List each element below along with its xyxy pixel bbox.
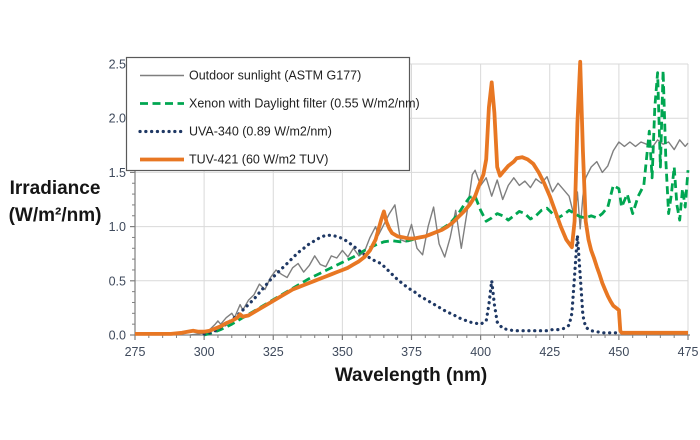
x-tick-label: 450 xyxy=(608,345,629,359)
y-tick-label: 1.0 xyxy=(109,220,126,234)
series-xenon-daylight-filter-line xyxy=(203,69,690,337)
series-tuv-421-line xyxy=(135,59,688,336)
legend-item-xenon-daylight-filter: Xenon with Daylight filter (0.55 W/m2/nm… xyxy=(140,97,420,111)
legend-label-xenon-daylight-filter: Xenon with Daylight filter (0.55 W/m2/nm… xyxy=(189,97,420,111)
y-axis-title-line1: Irradiance xyxy=(10,178,101,199)
x-tick-label: 425 xyxy=(539,345,560,359)
legend-label-uva-340: UVA-340 (0.89 W/m2/nm) xyxy=(189,125,332,139)
legend-label-tuv-421: TUV-421 (60 W/m2 TUV) xyxy=(189,153,328,167)
legend-label-outdoor-sunlight: Outdoor sunlight (ASTM G177) xyxy=(189,69,361,83)
x-tick-label: 400 xyxy=(470,345,491,359)
x-axis-tick-labels: 275 300 325 350 375 400 425 450 475 xyxy=(125,345,699,359)
x-tick-label: 300 xyxy=(194,345,215,359)
y-tick-label: 0.0 xyxy=(109,329,126,343)
legend-item-uva-340: UVA-340 (0.89 W/m2/nm) xyxy=(138,125,332,139)
y-axis-title-line2: (W/m²/nm) xyxy=(9,205,102,226)
x-tick-label: 350 xyxy=(332,345,353,359)
y-tick-label: 2.5 xyxy=(109,58,126,72)
y-axis-tick-labels: 0.0 0.5 1.0 1.5 2.0 2.5 xyxy=(109,58,126,343)
series-uva-340-line xyxy=(202,233,621,336)
legend-box xyxy=(125,56,411,172)
y-tick-label: 0.5 xyxy=(109,274,126,288)
axes: 275 300 325 350 375 400 425 450 475 0.0 0.5 1.0 1.5… xyxy=(109,58,699,360)
legend-item-outdoor-sunlight: Outdoor sunlight (ASTM G177) xyxy=(140,69,361,83)
y-tick-label: 1.5 xyxy=(109,166,126,180)
plot-series xyxy=(135,59,690,337)
x-axis-ticks xyxy=(134,335,689,340)
x-tick-label: 275 xyxy=(125,345,146,359)
legend-item-tuv-421: TUV-421 (60 W/m2 TUV) xyxy=(140,153,328,167)
x-axis-title: Wavelength (nm) xyxy=(335,365,487,386)
x-tick-label: 325 xyxy=(263,345,284,359)
x-tick-label: 475 xyxy=(678,345,699,359)
x-tick-label: 375 xyxy=(401,345,422,359)
legend: Outdoor sunlight (ASTM G177) Xenon with … xyxy=(125,56,420,172)
y-tick-label: 2.0 xyxy=(109,112,126,126)
